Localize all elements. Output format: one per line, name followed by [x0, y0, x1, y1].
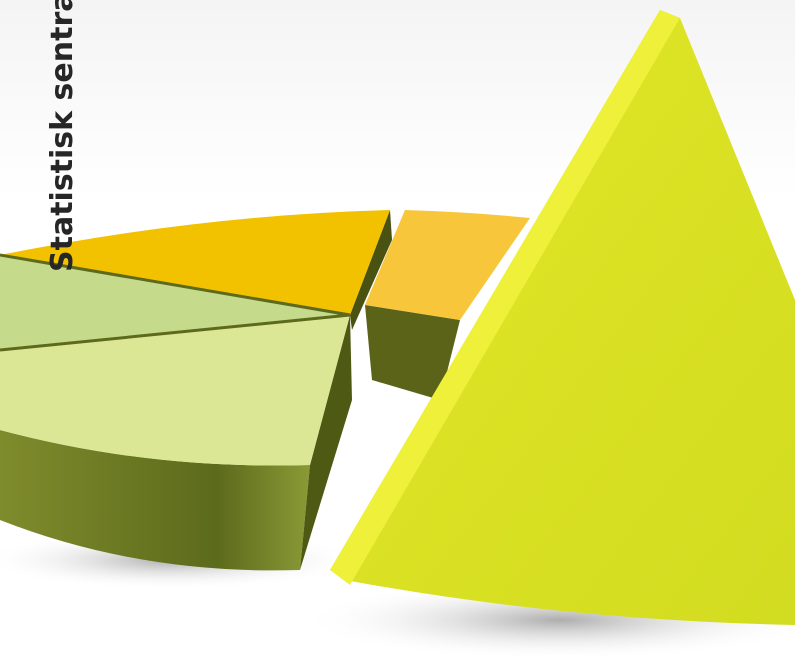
pie-side — [300, 315, 352, 570]
pie-slice — [0, 210, 390, 315]
pie-side — [365, 305, 460, 400]
pie-slice — [0, 255, 350, 350]
pie-edge — [0, 253, 351, 352]
title: Statistisk sentralb — [45, 0, 80, 272]
pie-side — [0, 430, 310, 571]
pie-side — [330, 10, 680, 585]
pie-slice — [330, 10, 795, 625]
pie-side — [350, 210, 392, 330]
pie-slice — [0, 315, 350, 466]
pie-slice — [365, 210, 530, 320]
